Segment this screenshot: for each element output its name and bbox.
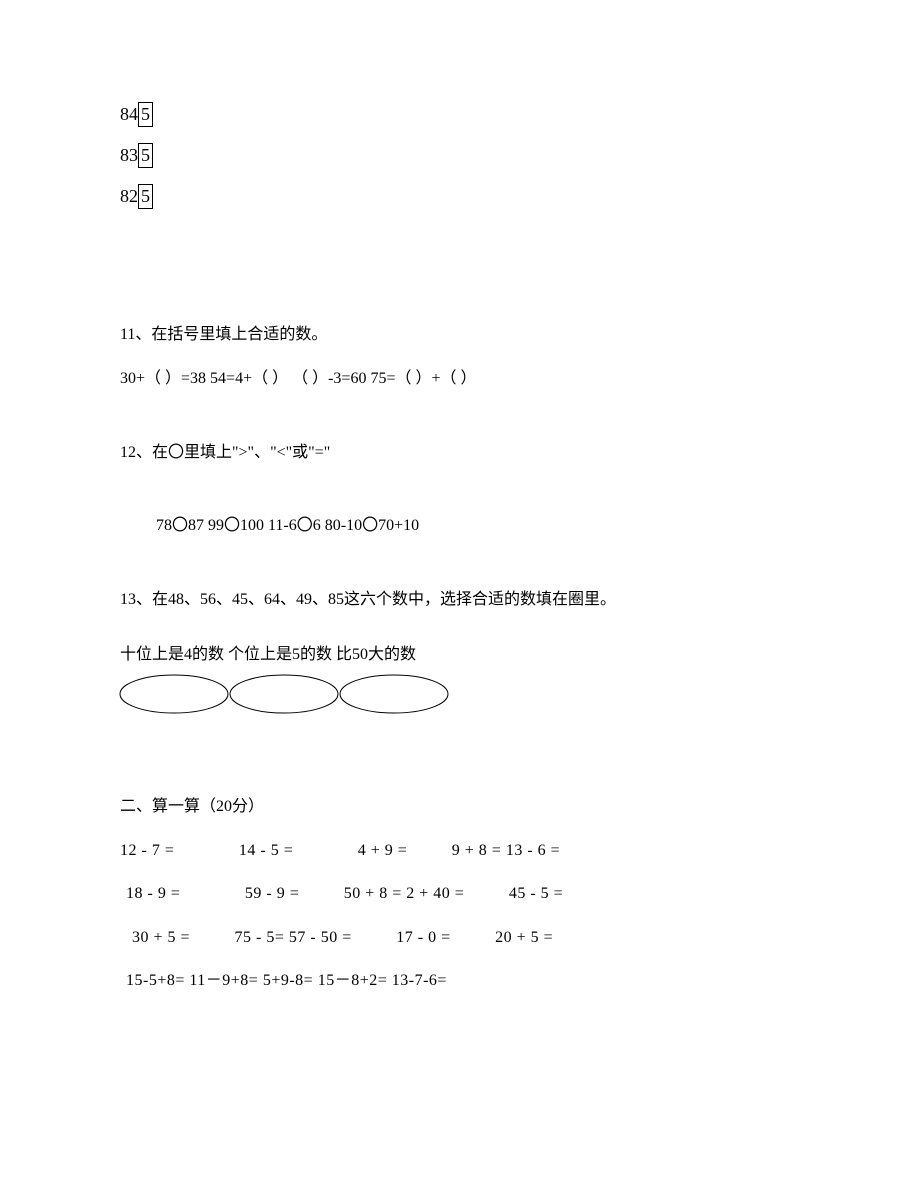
ellipse-row <box>116 672 800 716</box>
calc-item: 59 - 9 = <box>245 885 299 902</box>
calc-row-3: 30 + 5 = 75 - 5= 57 - 50 = 17 - 0 = 20 +… <box>120 925 800 951</box>
question-title: 13、在48、56、45、64、49、85这六个数中，选择合适的数填在圈里。 <box>120 587 800 613</box>
question-13: 13、在48、56、45、64、49、85这六个数中，选择合适的数填在圈里。 十… <box>120 587 800 716</box>
calc-item: 9 + 8 = 13 - 6 = <box>452 842 560 859</box>
calc-item: 50 + 8 = 2 + 40 = <box>344 885 465 902</box>
calc-row-1: 12 - 7 = 14 - 5 = 4 + 9 = 9 + 8 = 13 - 6… <box>120 838 800 864</box>
calc-item: 75 - 5= 57 - 50 = <box>235 929 352 946</box>
question-11: 11、在括号里填上合适的数。 30+（ ）=38 54=4+（ ） （ ）-3=… <box>120 322 800 391</box>
calc-item: 20 + 5 = <box>495 929 553 946</box>
number-box: 5 <box>138 184 153 209</box>
calc-item: 18 - 9 = <box>126 885 180 902</box>
ellipses-svg <box>116 672 456 716</box>
question-content: 30+（ ）=38 54=4+（ ） （ ）-3=60 75=（ ）+（ ） <box>120 366 800 392</box>
calc-item: 45 - 5 = <box>509 885 563 902</box>
boxed-number-row: 845 <box>120 100 800 129</box>
question-content: 78〇87 99〇100 11-6〇6 80-10〇70+10 <box>120 513 800 539</box>
calc-item: 12 - 7 = <box>120 842 174 859</box>
boxed-number-row: 825 <box>120 182 800 211</box>
section-2-header: 二、算一算（20分） <box>120 794 800 820</box>
calc-row-2: 18 - 9 = 59 - 9 = 50 + 8 = 2 + 40 = 45 -… <box>120 881 800 907</box>
calc-item: 4 + 9 = <box>358 842 408 859</box>
calc-item: 15-5+8= 11－9+8= 5+9-8= 15－8+2= 13-7-6= <box>126 972 447 989</box>
calc-item: 17 - 0 = <box>396 929 450 946</box>
boxed-number-row: 835 <box>120 141 800 170</box>
question-12: 12、在〇里填上">"、"<"或"=" 78〇87 99〇100 11-6〇6 … <box>120 440 800 539</box>
calc-item: 30 + 5 = <box>132 929 190 946</box>
boxed-number-list: 845 835 825 <box>120 100 800 210</box>
number-prefix: 84 <box>120 100 138 129</box>
question-title: 12、在〇里填上">"、"<"或"=" <box>120 440 800 466</box>
ellipse-labels: 十位上是4的数 个位上是5的数 比50大的数 <box>120 642 800 668</box>
number-prefix: 82 <box>120 182 138 211</box>
number-box: 5 <box>138 102 153 127</box>
question-title: 11、在括号里填上合适的数。 <box>120 322 800 348</box>
calc-row-4: 15-5+8= 11－9+8= 5+9-8= 15－8+2= 13-7-6= <box>120 968 800 994</box>
number-prefix: 83 <box>120 141 138 170</box>
calc-item: 14 - 5 = <box>239 842 293 859</box>
number-box: 5 <box>138 143 153 168</box>
